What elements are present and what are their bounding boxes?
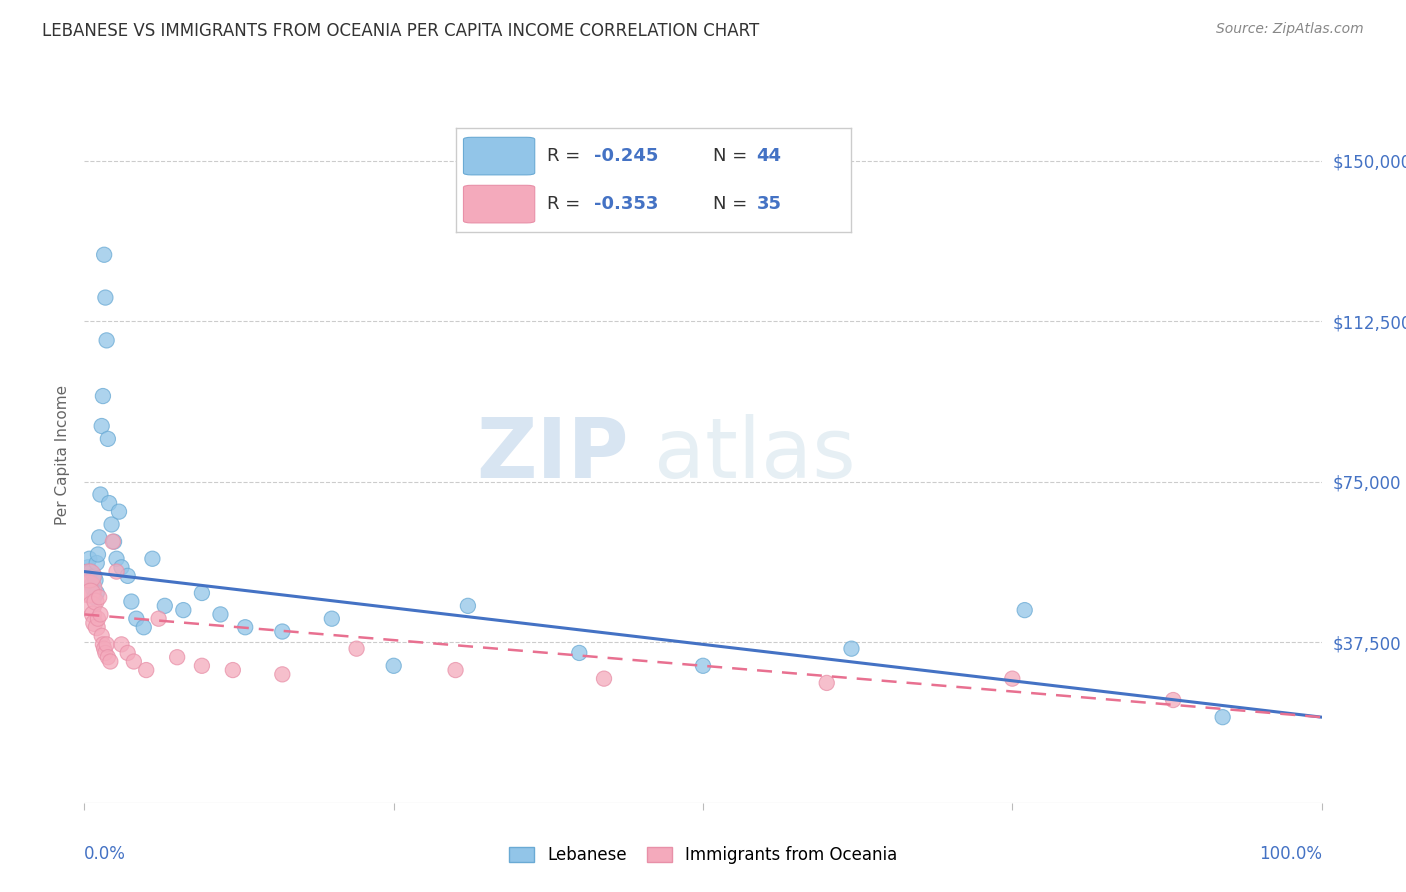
Text: N =: N = [713, 195, 752, 213]
Point [89, 591, 111, 605]
Text: 44: 44 [756, 147, 782, 165]
Point [444, 663, 467, 677]
Point [110, 637, 132, 651]
Point [82, 607, 104, 622]
Point [98, 496, 121, 510]
Y-axis label: Per Capita Income: Per Capita Income [55, 384, 70, 525]
Point [1014, 603, 1036, 617]
Point [222, 663, 245, 677]
Point [100, 517, 122, 532]
FancyBboxPatch shape [464, 137, 534, 175]
Point [321, 612, 343, 626]
Point [122, 655, 145, 669]
Text: 0.0%: 0.0% [84, 845, 127, 863]
Point [108, 505, 131, 519]
Point [86, 586, 108, 600]
Point [815, 676, 838, 690]
Point [110, 560, 132, 574]
Point [141, 551, 163, 566]
Point [153, 599, 176, 613]
Point [90, 629, 112, 643]
Point [132, 620, 155, 634]
Point [1161, 693, 1184, 707]
Text: -0.245: -0.245 [595, 147, 658, 165]
Point [93, 248, 115, 262]
Point [94, 291, 117, 305]
Point [841, 641, 863, 656]
Point [93, 641, 115, 656]
Point [97, 650, 120, 665]
Point [593, 672, 616, 686]
Text: R =: R = [547, 147, 586, 165]
Point [84, 594, 107, 608]
Point [105, 565, 128, 579]
Point [80, 577, 103, 591]
Point [84, 573, 107, 587]
Point [83, 591, 105, 605]
Point [77, 582, 100, 596]
Point [117, 646, 139, 660]
Legend: Lebanese, Immigrants from Oceania: Lebanese, Immigrants from Oceania [509, 846, 897, 864]
Point [79, 565, 101, 579]
Point [101, 534, 124, 549]
Text: ZIP: ZIP [477, 415, 628, 495]
Point [77, 560, 100, 574]
Point [86, 556, 108, 570]
Text: atlas: atlas [654, 415, 855, 495]
Point [86, 620, 108, 634]
Text: LEBANESE VS IMMIGRANTS FROM OCEANIA PER CAPITA INCOME CORRELATION CHART: LEBANESE VS IMMIGRANTS FROM OCEANIA PER … [42, 22, 759, 40]
Point [692, 658, 714, 673]
Text: N =: N = [713, 147, 752, 165]
Point [568, 646, 591, 660]
Point [94, 646, 117, 660]
Point [91, 637, 114, 651]
Point [191, 586, 214, 600]
Point [90, 419, 112, 434]
Point [83, 569, 105, 583]
Text: 35: 35 [756, 195, 782, 213]
Point [80, 599, 103, 613]
Point [166, 650, 188, 665]
Point [271, 624, 294, 639]
Point [87, 612, 110, 626]
Point [89, 607, 111, 622]
Point [233, 620, 256, 634]
Point [271, 667, 294, 681]
Point [103, 534, 125, 549]
Point [1001, 672, 1024, 686]
Point [346, 641, 368, 656]
Point [83, 615, 105, 630]
Point [457, 599, 479, 613]
Text: -0.353: -0.353 [595, 195, 658, 213]
Text: 100.0%: 100.0% [1258, 845, 1322, 863]
Point [148, 612, 170, 626]
Point [79, 569, 101, 583]
Point [125, 612, 148, 626]
Point [82, 582, 104, 596]
Point [98, 655, 121, 669]
Point [209, 607, 232, 622]
Point [135, 663, 157, 677]
Point [382, 658, 405, 673]
Point [1212, 710, 1234, 724]
Point [172, 603, 194, 617]
Point [96, 334, 118, 348]
Point [97, 432, 120, 446]
Point [89, 487, 111, 501]
Point [79, 586, 101, 600]
Point [87, 548, 110, 562]
Point [191, 658, 214, 673]
Point [120, 594, 142, 608]
Point [117, 569, 139, 583]
Point [79, 551, 101, 566]
FancyBboxPatch shape [464, 186, 534, 223]
Point [91, 389, 114, 403]
Text: Source: ZipAtlas.com: Source: ZipAtlas.com [1216, 22, 1364, 37]
Text: R =: R = [547, 195, 586, 213]
Point [89, 530, 111, 544]
Point [96, 637, 118, 651]
Point [105, 551, 128, 566]
